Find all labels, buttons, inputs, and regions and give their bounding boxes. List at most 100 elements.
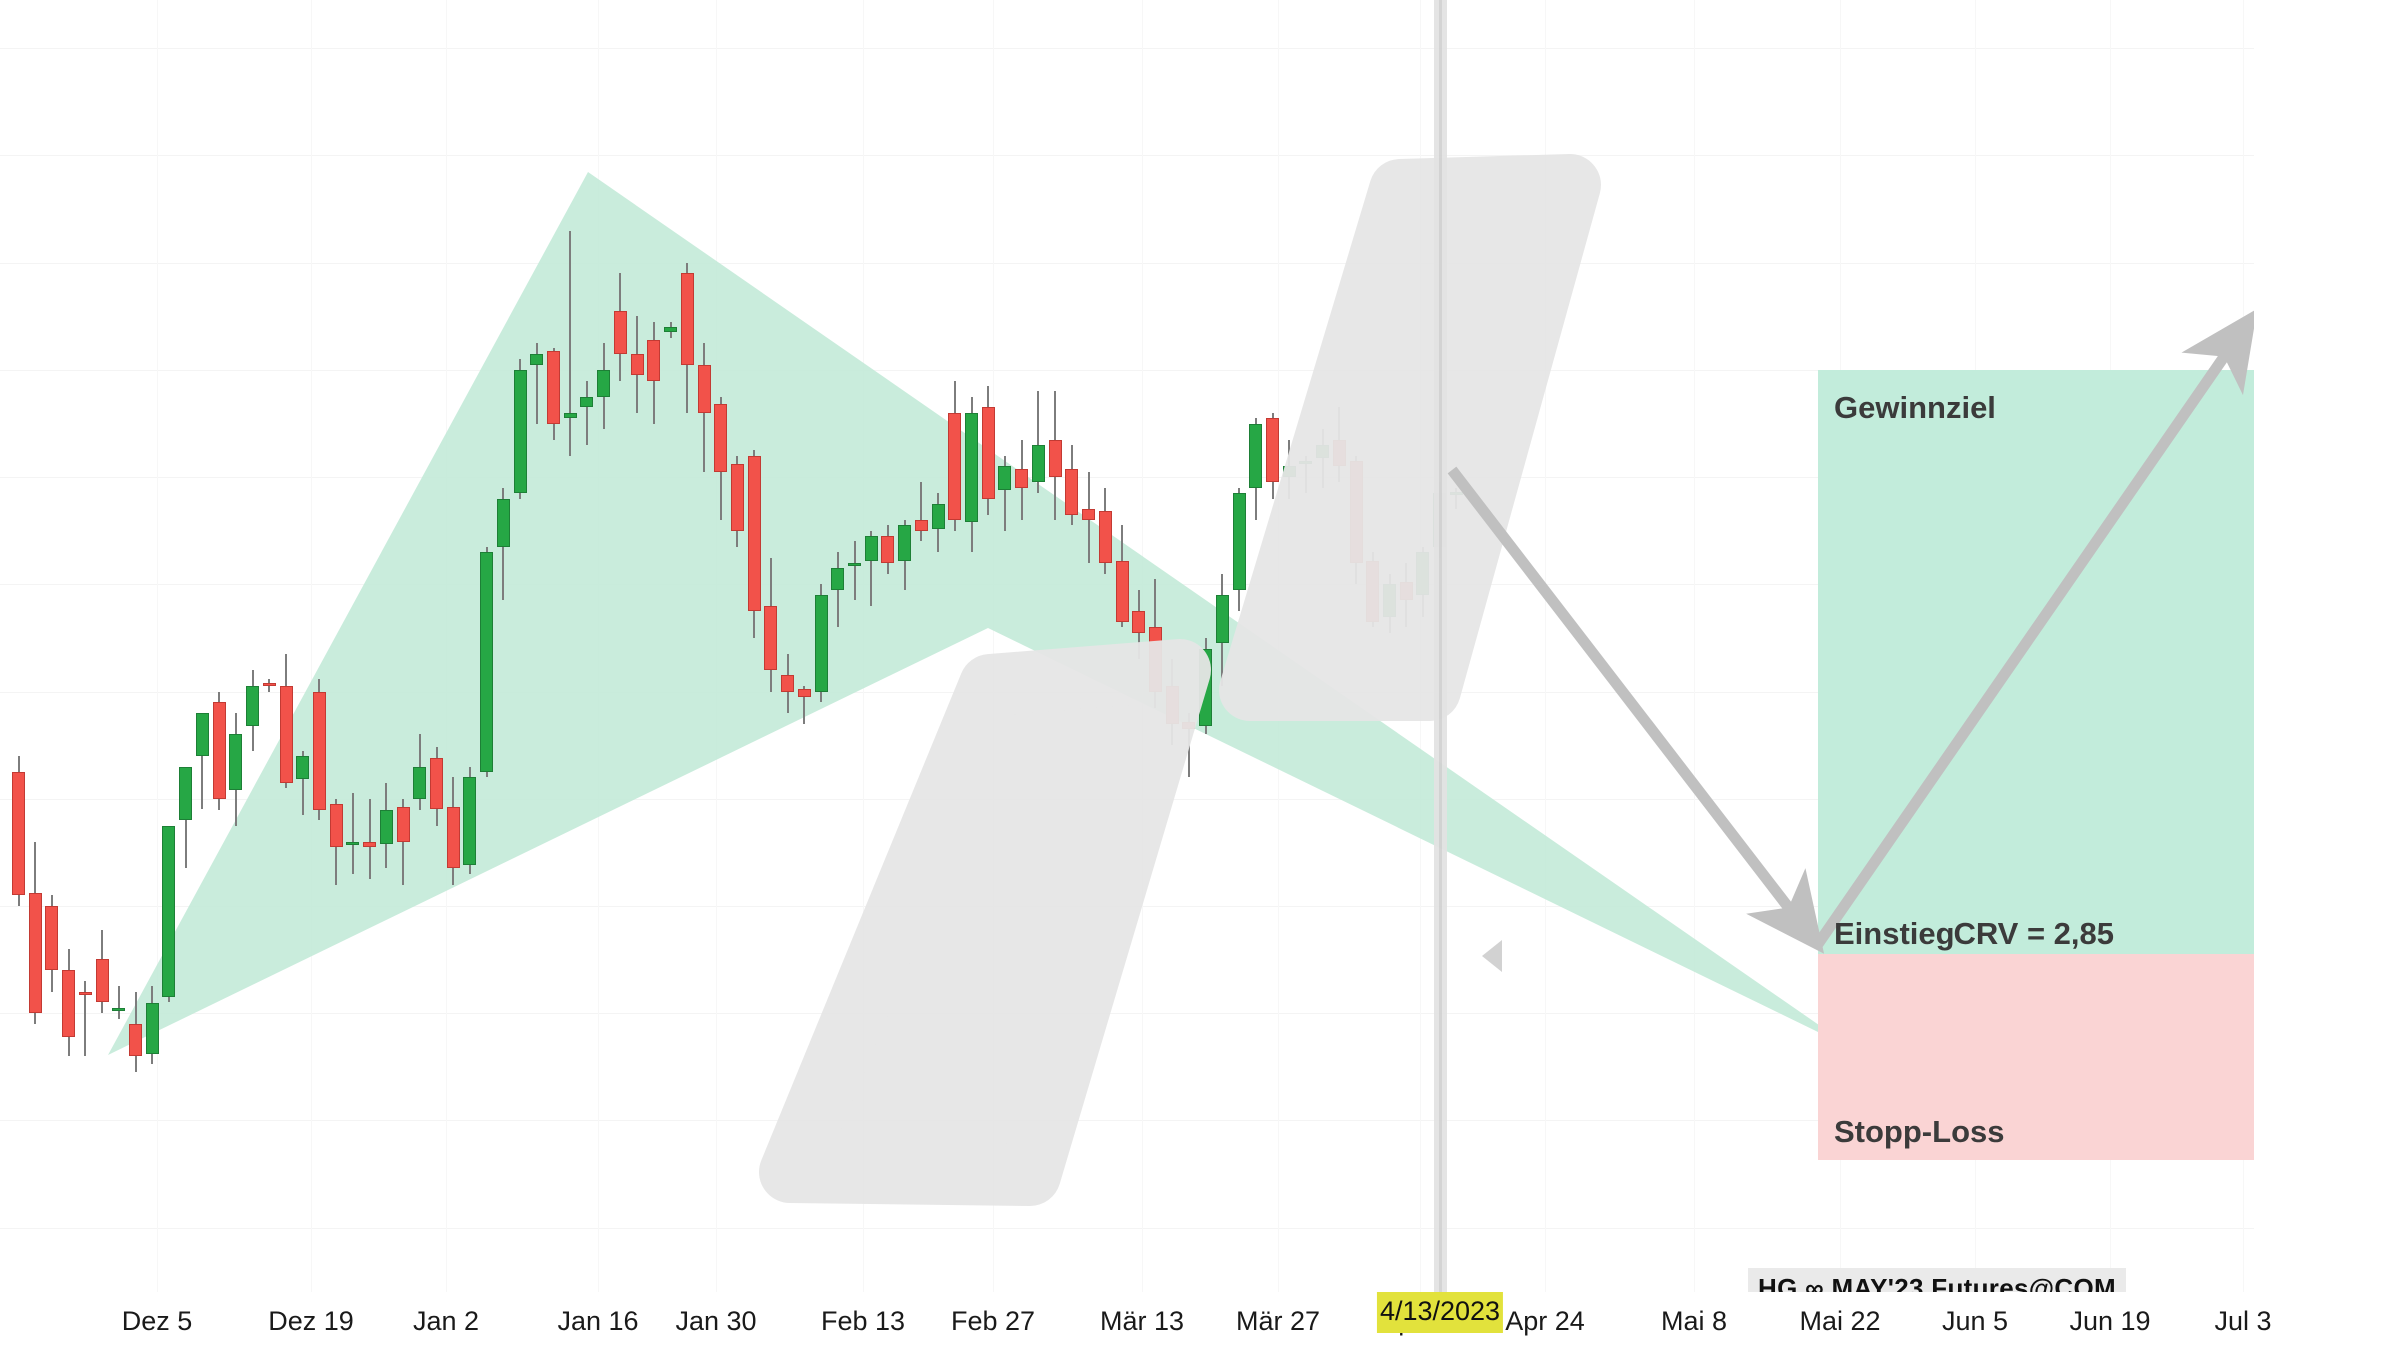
gridline [0,48,2254,50]
candle-body [396,807,410,842]
candle-wick [920,482,923,542]
stop-loss-zone[interactable] [1818,954,2254,1161]
x-axis-tick-label: Jan 16 [557,1306,639,1336]
candle-wick [1003,455,1006,531]
candle-body [195,713,209,756]
price-axis[interactable]: 4.50004.40004.30004.20004.10004.00003.90… [2254,0,2400,1292]
candle-wick [351,793,354,874]
x-axis-tick-label: Dez 5 [121,1306,193,1336]
gridline [0,1013,2254,1015]
crv-ratio-label: CRV = 2,85 [1953,916,2114,952]
x-axis-tick-label: Jul 3 [2214,1306,2272,1336]
x-axis-tick-label: Mai 22 [1799,1306,1881,1336]
profit-target-zone[interactable] [1818,369,2254,955]
candle-body [948,412,962,520]
candle-body [496,498,510,547]
candle-body [379,809,393,844]
candle-body [480,552,494,772]
x-axis-tick-label: Jun 5 [1941,1306,2009,1336]
candle-body [463,777,477,866]
candle-body [296,755,310,780]
candle-body [530,353,544,365]
candle-body [864,536,878,561]
x-axis-tick-label: Feb 27 [950,1306,1036,1336]
candle-wick [402,798,405,885]
channel-lower [759,639,1211,1206]
candle-wick [803,686,806,724]
candle-body [346,841,360,845]
candle-body [28,893,42,1014]
candle-body [630,353,644,376]
candle-body [848,562,861,566]
gridline [0,262,2254,264]
candle-body [112,1007,126,1011]
arrow-down-to-entry [1447,466,1825,954]
candle-body [145,1002,159,1054]
candle-body [246,686,260,726]
candle-body [1048,439,1062,478]
candle-body [1249,423,1263,488]
candle-body [680,273,694,365]
candle-wick [569,230,572,456]
gridline [311,0,312,1292]
candle-body [547,350,561,424]
candle-body [45,906,59,971]
candle-body [831,568,845,590]
candle-body [898,525,912,561]
candle-body [1098,511,1112,563]
candle-body [312,691,326,810]
symbol-ticker-label[interactable]: HG ∞ MAY'23 Futures@COM [1748,1268,2126,1292]
channel-upper [1219,154,1601,721]
entry-label: Einstieg [1834,916,1955,952]
candle-body [1232,493,1246,590]
candle-wick [201,718,204,810]
candle-wick [853,541,856,601]
candle-body [446,807,460,869]
candle-body [764,605,778,671]
x-axis-tick-label: Feb 13 [820,1306,906,1336]
candle-body [914,520,928,531]
candle-body [664,327,678,333]
candle-wick [84,981,87,1057]
candle-body [1082,509,1096,520]
candle-body [1065,468,1079,515]
candle-body [597,369,611,397]
candle-body [1031,444,1045,483]
wedge-overlay [108,172,1855,1055]
candle-body [747,455,761,612]
candle-body [78,991,92,995]
candle-body [1015,468,1029,488]
candle-body [329,804,343,848]
x-axis-tick-label: Jan 2 [412,1306,480,1336]
candle-body [129,1023,143,1057]
candle-body [881,536,895,563]
candle-body [931,503,945,529]
crosshair-vertical-line[interactable] [1434,0,1447,1292]
playback-left-triangle-icon[interactable] [1482,940,1502,972]
gridline [0,477,2254,479]
candle-body [1132,611,1146,633]
candle-body [179,766,193,821]
time-axis[interactable]: Dez 5 Dez 19 Jan 2 Jan 16 Jan 30 Feb 13 Feb 27… [0,1292,2400,1350]
candle-body [413,766,427,799]
candle-body [998,466,1012,490]
candle-body [647,339,661,381]
gridline [0,1227,2254,1229]
candle-wick [368,798,371,880]
channel-overlay [759,154,1601,1206]
gridline [0,155,2254,157]
arrow-up-to-target [1813,308,2254,948]
chart-plot-area[interactable]: Gewinnziel Einstieg Stopp-Loss CRV = 2,8… [0,0,2254,1292]
gridline [0,369,2254,371]
candle-body [162,825,176,998]
crosshair-date-tag: 4/13/2023 [1376,1292,1504,1333]
x-axis-tick-label: Jun 19 [2069,1306,2151,1336]
candle-body [1266,418,1279,483]
candle-body [965,412,979,523]
candle-body [563,412,577,419]
candle-body [212,702,226,799]
candle-body [95,958,109,1003]
x-axis-tick-label: Apr 24 [1505,1306,1585,1336]
candle-wick [1037,391,1040,494]
